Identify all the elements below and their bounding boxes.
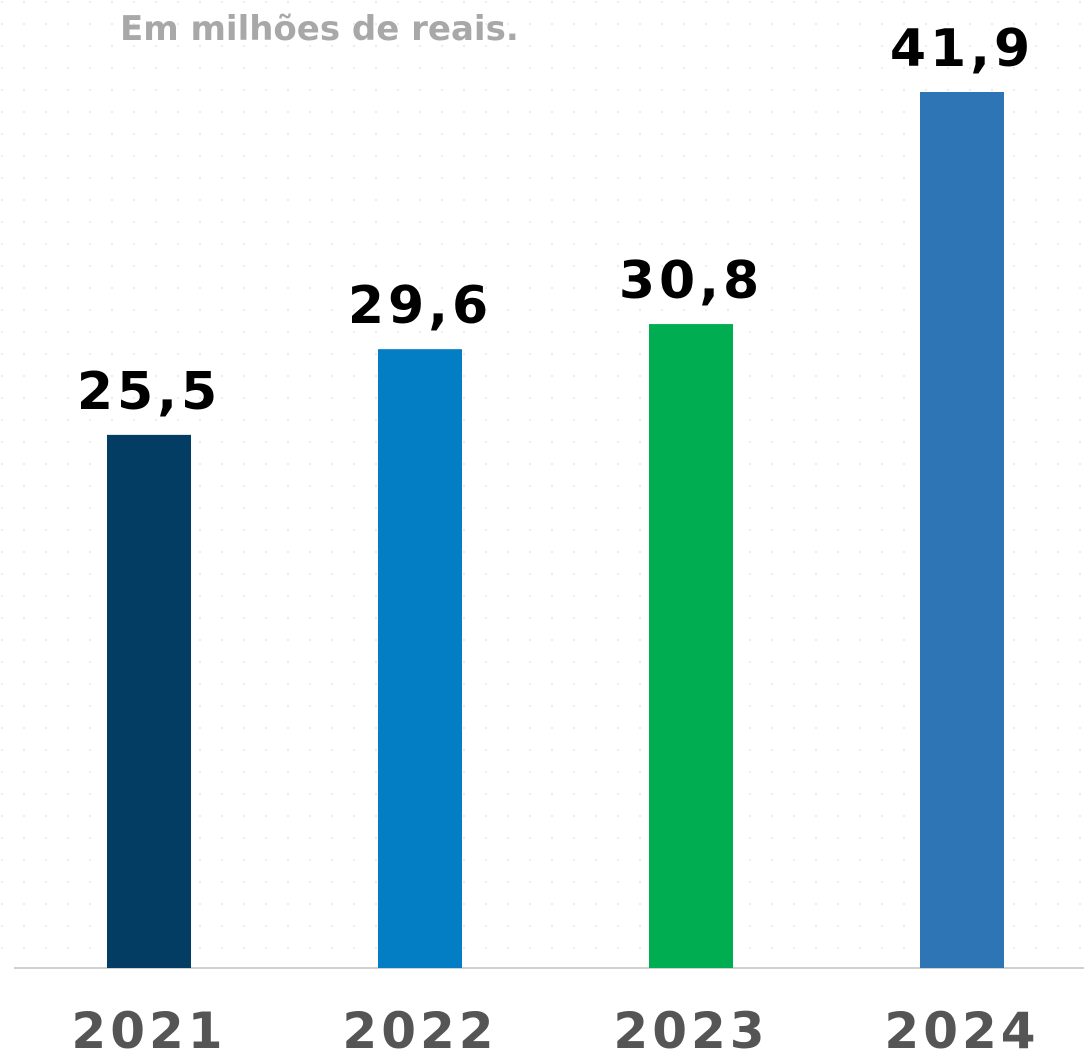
x-tick-label: 2024	[884, 1002, 1039, 1053]
x-tick-label: 2023	[613, 1002, 768, 1053]
data-label: 41,9	[890, 19, 1034, 79]
data-label: 30,8	[619, 251, 763, 311]
x-tick-label: 2022	[342, 1002, 497, 1053]
data-label: 25,5	[77, 362, 221, 422]
bar	[649, 324, 733, 968]
x-tick-label: 2021	[71, 1002, 226, 1053]
chart-subtitle: Em milhões de reais.	[120, 9, 519, 49]
bar	[107, 434, 191, 968]
data-label: 29,6	[348, 276, 492, 336]
bar	[378, 349, 462, 968]
bar	[920, 92, 1004, 968]
